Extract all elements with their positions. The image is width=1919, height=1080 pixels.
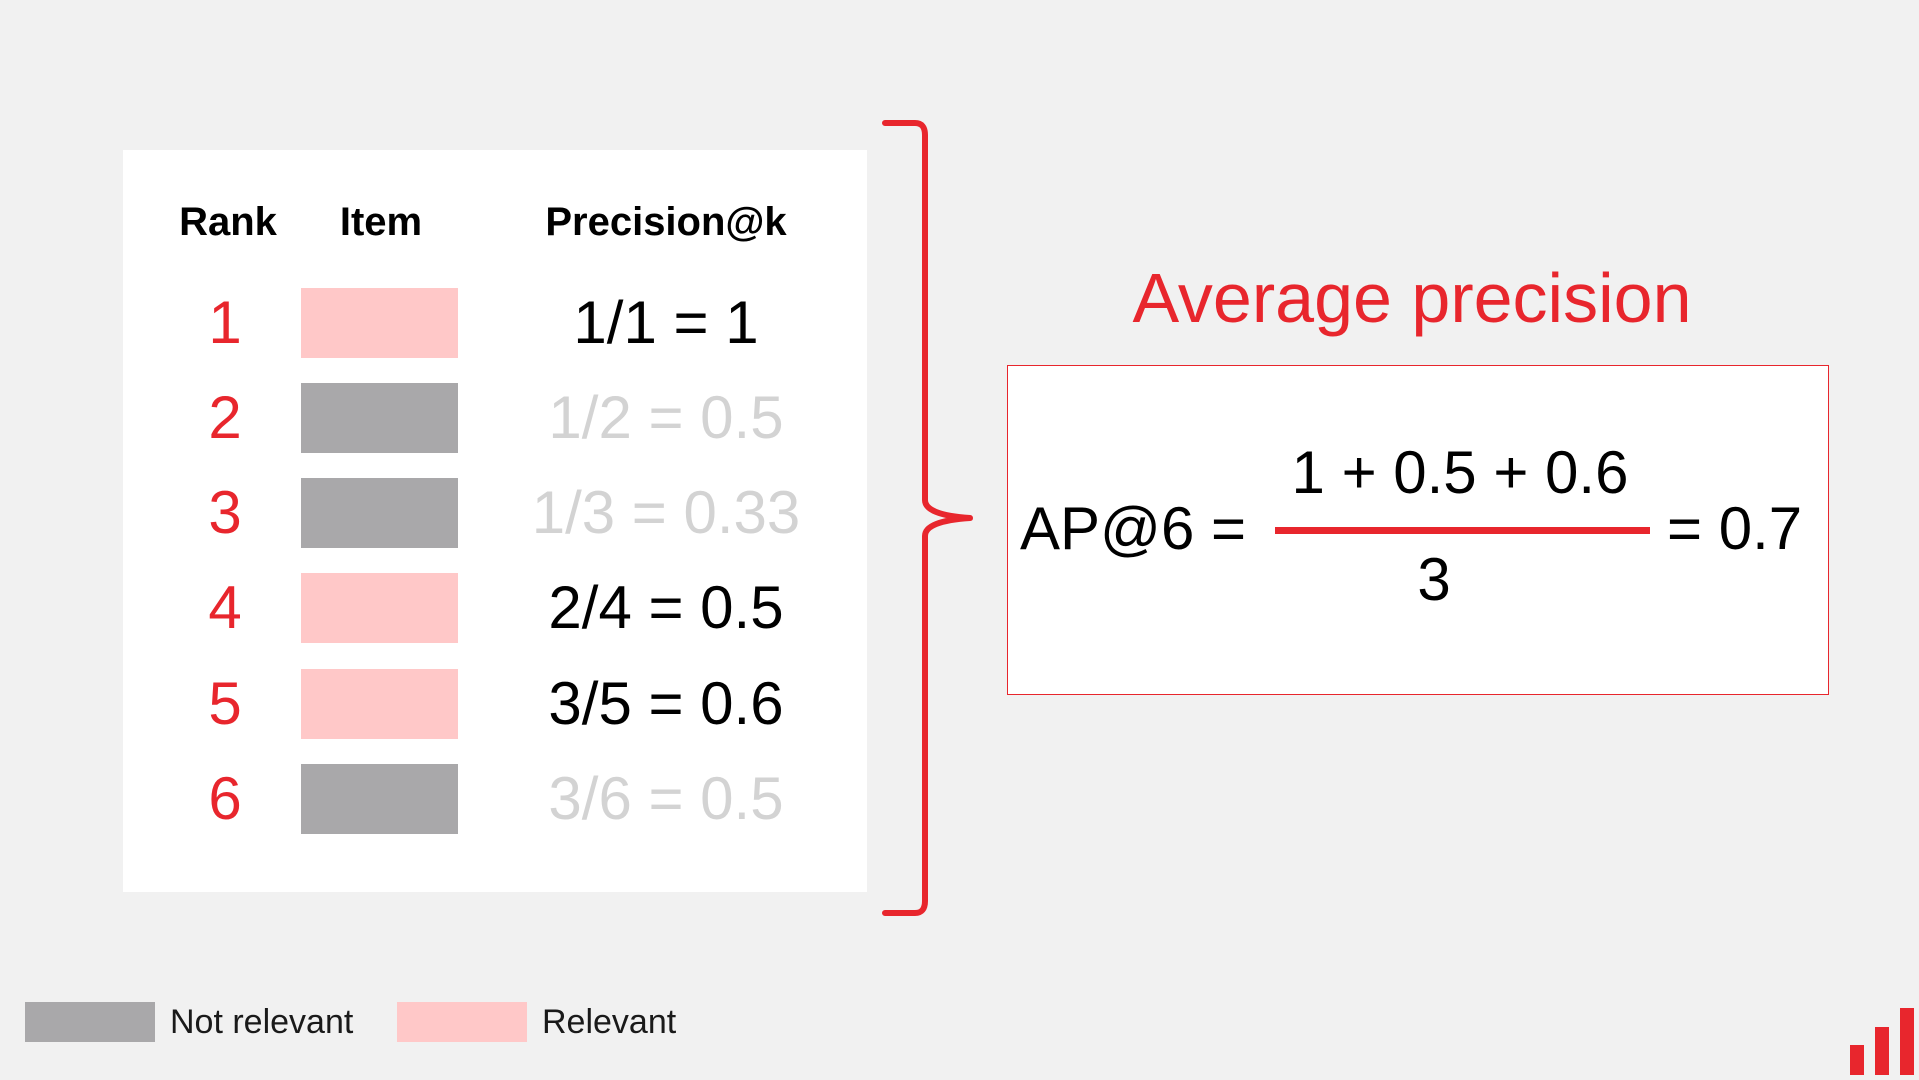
logo-bar-1 — [1850, 1045, 1864, 1075]
rank-number: 4 — [208, 574, 242, 641]
item-swatch — [301, 383, 458, 453]
header-precision: Precision@k — [545, 200, 787, 244]
header-item: Item — [339, 200, 423, 244]
precision-value: 2/4 = 0.5 — [548, 574, 784, 641]
item-swatch — [301, 288, 458, 358]
table-row: 4 2/4 = 0.5 — [0, 568, 1919, 648]
item-swatch — [301, 573, 458, 643]
precision-value: 1/1 = 1 — [573, 289, 759, 356]
item-swatch — [301, 669, 458, 739]
item-swatch — [301, 478, 458, 548]
bar-chart-logo-icon — [1850, 1008, 1914, 1075]
logo-bar-2 — [1875, 1027, 1889, 1075]
right-curly-brace-icon — [882, 120, 973, 916]
table-row: 1 1/1 = 1 — [0, 283, 1919, 363]
fraction-bar — [1275, 527, 1650, 534]
legend-label-not-relevant: Not relevant — [170, 1003, 354, 1041]
rank-number: 5 — [208, 670, 242, 737]
precision-value: 3/5 = 0.6 — [548, 670, 784, 737]
precision-value: 3/6 = 0.5 — [548, 765, 784, 832]
average-precision-title: Average precision — [1132, 259, 1692, 337]
table-row: 3 1/3 = 0.33 — [0, 473, 1919, 553]
rank-number: 1 — [208, 289, 242, 356]
legend-swatch-not-relevant — [25, 1002, 155, 1042]
ranking-table-card — [123, 150, 867, 892]
rank-number: 6 — [208, 765, 242, 832]
legend-label-relevant: Relevant — [542, 1003, 677, 1041]
logo-bar-3 — [1900, 1008, 1914, 1075]
item-swatch — [301, 764, 458, 834]
rank-number: 3 — [208, 479, 242, 546]
precision-value: 1/3 = 0.33 — [531, 479, 801, 546]
formula-lhs: AP@6 = — [1020, 495, 1247, 562]
formula-result: = 0.7 — [1667, 495, 1803, 562]
formula-denominator: 3 — [1417, 546, 1451, 613]
header-rank: Rank — [179, 200, 277, 244]
table-row: 2 1/2 = 0.5 — [0, 378, 1919, 458]
table-row: 6 3/6 = 0.5 — [0, 759, 1919, 839]
rank-number: 2 — [208, 384, 242, 451]
brace-path — [882, 120, 973, 916]
formula-numerator: 1 + 0.5 + 0.6 — [1291, 439, 1629, 506]
table-row: 5 3/5 = 0.6 — [0, 664, 1919, 744]
precision-value: 1/2 = 0.5 — [548, 384, 784, 451]
legend-swatch-relevant — [397, 1002, 527, 1042]
